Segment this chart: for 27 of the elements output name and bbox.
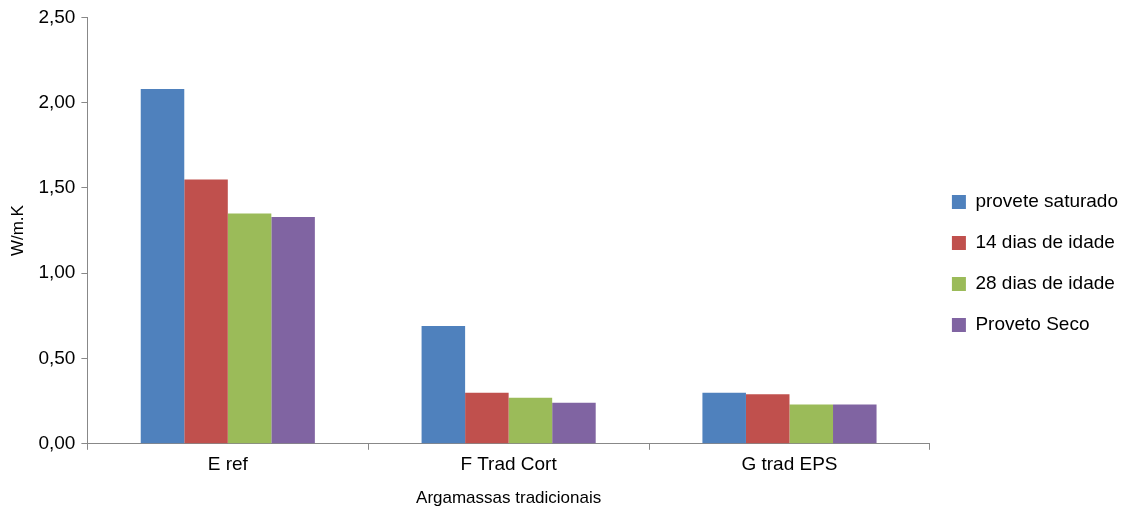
bar bbox=[227, 213, 272, 444]
y-tick-label: 2,50 bbox=[38, 5, 76, 27]
bar bbox=[552, 402, 596, 444]
y-tick-label: 0,50 bbox=[38, 346, 76, 368]
bar bbox=[833, 404, 877, 444]
y-axis-title: W/m.K bbox=[7, 204, 27, 257]
bar bbox=[745, 394, 790, 444]
bar bbox=[508, 397, 553, 444]
legend-label: 14 dias de idade bbox=[975, 231, 1115, 253]
x-tick-label: E ref bbox=[207, 453, 249, 475]
bar bbox=[465, 392, 509, 444]
x-tick-label: G trad EPS bbox=[741, 453, 838, 475]
y-tick-label: 2,00 bbox=[38, 90, 76, 112]
x-axis-title: Argamassas tradicionais bbox=[416, 488, 602, 508]
y-tick-label: 1,00 bbox=[38, 261, 76, 283]
bar bbox=[140, 89, 185, 444]
legend-label: Proveto Seco bbox=[975, 313, 1090, 335]
legend-label: 28 dias de idade bbox=[975, 272, 1115, 294]
legend-label: provete saturado bbox=[975, 190, 1118, 212]
bar bbox=[271, 216, 315, 444]
x-tick-label: F Trad Cort bbox=[460, 453, 558, 475]
y-tick-label: 1,50 bbox=[38, 176, 76, 198]
bar bbox=[184, 179, 228, 444]
y-tick-label: 0,00 bbox=[38, 432, 76, 454]
bar bbox=[702, 392, 746, 444]
bar bbox=[789, 404, 834, 444]
bar bbox=[421, 326, 466, 444]
